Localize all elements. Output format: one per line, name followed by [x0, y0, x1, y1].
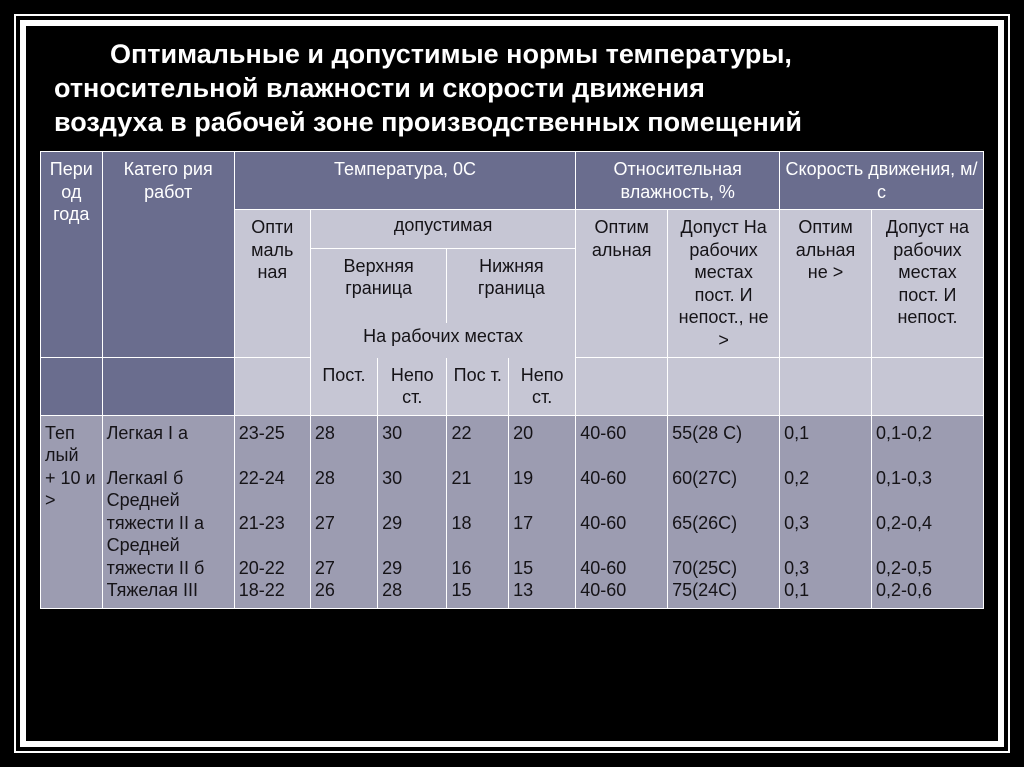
td-lo-nepost: 20 19 17 15 13 [509, 415, 576, 608]
th-upper: Верхняя граница [310, 248, 447, 323]
th-spd-opt-spacer [780, 358, 872, 416]
th-period: Пери од года [41, 152, 103, 358]
th-optimal: Опти маль ная [234, 210, 310, 358]
page-title: Оптимальные и допустимые нормы температу… [26, 32, 998, 151]
th-post-1: Пост. [310, 358, 377, 416]
th-nepost-2: Непо ст. [509, 358, 576, 416]
td-hum-perm: 55(28 С) 60(27С) 65(26С) 70(25С) 75(24С) [668, 415, 780, 608]
norms-table: Пери од года Катего рия работ Температур… [40, 151, 984, 609]
table-header-row: Пери од года Катего рия работ Температур… [41, 152, 984, 210]
td-spd-opt: 0,1 0,2 0,3 0,3 0,1 [780, 415, 872, 608]
th-spd-perm: Допуст на рабочих местах пост. И непост. [871, 210, 983, 358]
td-period: Теп лый + 10 и > [41, 415, 103, 608]
title-line-1: Оптимальные и допустимые нормы температу… [110, 39, 792, 69]
td-hum-opt: 40-60 40-60 40-60 40-60 40-60 [576, 415, 668, 608]
th-post-2: Пос т. [447, 358, 509, 416]
td-up-post: 28 28 27 27 26 [310, 415, 377, 608]
th-optimal-spacer [234, 358, 310, 416]
td-up-nepost: 30 30 29 29 28 [378, 415, 447, 608]
th-hum-opt-spacer [576, 358, 668, 416]
th-temp-group: Температура, 0С [234, 152, 576, 210]
th-speed-group: Скорость движения, м/с [780, 152, 984, 210]
title-line-2: относительной влажности и скорости движе… [54, 73, 705, 103]
th-nepost-1: Непо ст. [378, 358, 447, 416]
title-line-3: воздуха в рабочей зоне производственных … [54, 107, 802, 137]
th-spd-opt: Оптим альная не > [780, 210, 872, 358]
th-category: Катего рия работ [102, 152, 234, 358]
td-category: Легкая I a ЛегкаяI б Средней тяжести II … [102, 415, 234, 608]
table-row: Теп лый + 10 и > Легкая I a ЛегкаяI б Ср… [41, 415, 984, 608]
th-workplaces: На рабочих местах [310, 323, 575, 358]
slide-frame-stripe: Оптимальные и допустимые нормы температу… [14, 14, 1010, 753]
slide-frame-inner: Оптимальные и допустимые нормы температу… [20, 20, 1004, 747]
slide-frame-outer: Оптимальные и допустимые нормы температу… [0, 0, 1024, 767]
th-hum-opt: Оптим альная [576, 210, 668, 358]
th-hum-perm-spacer [668, 358, 780, 416]
td-spd-perm: 0,1-0,2 0,1-0,3 0,2-0,4 0,2-0,5 0,2-0,6 [871, 415, 983, 608]
th-period-spacer [41, 358, 103, 416]
th-category-spacer [102, 358, 234, 416]
th-permissible: допустимая [310, 210, 575, 248]
th-hum-group: Относительная влажность, % [576, 152, 780, 210]
td-lo-post: 22 21 18 16 15 [447, 415, 509, 608]
table-header-row: Пост. Непо ст. Пос т. Непо ст. [41, 358, 984, 416]
td-opt: 23-25 22-24 21-23 20-22 18-22 [234, 415, 310, 608]
th-hum-perm: Допуст На рабочих местах пост. И непост.… [668, 210, 780, 358]
th-lower: Нижняя граница [447, 248, 576, 323]
th-spd-perm-spacer [871, 358, 983, 416]
